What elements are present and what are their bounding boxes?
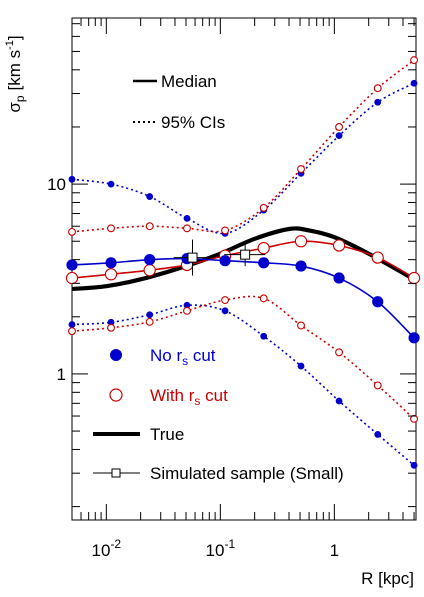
series-red-upper-point <box>68 227 76 236</box>
series-red-median-point <box>257 241 270 255</box>
series-red-lower-point <box>373 381 382 390</box>
series-blue-upper-point <box>107 180 115 188</box>
series-blue-median-point <box>258 257 270 269</box>
series-red-median-point <box>332 239 346 252</box>
series-blue-lower-point <box>374 431 382 438</box>
series-blue-upper-point <box>335 132 343 140</box>
x-tick-label: 1 <box>330 541 339 560</box>
series-red-lower-point <box>297 321 305 330</box>
legend-no-cut-prefix: No r <box>150 346 182 365</box>
series-red-upper-point <box>183 224 191 233</box>
simulated-sample-point <box>224 244 266 267</box>
series-red-median-point <box>104 268 118 281</box>
legend-with-cut-suffix: cut <box>200 386 228 405</box>
plot-frame <box>71 17 417 521</box>
series-blue-median-point <box>144 254 156 266</box>
series-red-lower-point <box>183 306 191 315</box>
y-axis-label-unit: [km s <box>5 50 24 91</box>
legend-sim-label: Simulated sample (Small) <box>150 464 344 483</box>
markers-layer <box>65 56 421 469</box>
series-blue-median-point <box>66 259 78 271</box>
series-blue-upper-point <box>68 175 76 183</box>
y-axis-label-close: ] <box>5 35 24 40</box>
legend-median-label: Median <box>161 72 217 91</box>
series-red-upper-point <box>259 203 268 212</box>
series-blue-lower-point <box>107 318 115 326</box>
series-red-median-point <box>294 235 308 248</box>
y-tick-label: 10 <box>47 175 66 194</box>
series-blue-upper-point <box>146 193 154 200</box>
series-true-line <box>71 226 416 292</box>
series-blue-lower-point <box>335 397 343 405</box>
y-axis-label-subscript: p <box>13 95 27 102</box>
series-blue-median-point <box>408 332 420 344</box>
series-blue-lower-point <box>297 362 305 370</box>
series-red-median-point <box>143 264 156 277</box>
series-red-lower-point <box>68 327 76 336</box>
legend-with-cut-label: With rs cut <box>150 386 228 408</box>
legend-no-cut-label: No rs cut <box>150 346 216 368</box>
series-layer <box>71 59 416 466</box>
series-red-lower-line <box>71 295 415 420</box>
plot-area <box>71 17 417 521</box>
series-red-lower-point <box>410 414 419 423</box>
legend-with-cut-prefix: With r <box>150 386 195 405</box>
series-red-upper-point <box>145 222 154 231</box>
series-red-median-point <box>65 271 79 285</box>
series-blue-median-point <box>105 257 117 269</box>
legend-no-cut-sub: s <box>182 354 188 368</box>
series-red-upper-point <box>410 56 419 65</box>
series-red-upper-point <box>335 123 344 131</box>
series-red-lower-point <box>259 294 268 303</box>
legend-no-cut-suffix: cut <box>188 346 216 365</box>
series-blue-lower-point <box>410 461 418 469</box>
legend-with-cut-marker <box>109 388 123 402</box>
series-red-lower-point <box>221 296 230 305</box>
series-red-lower-point <box>107 323 115 332</box>
x-tick-label: 10-2 <box>92 537 122 560</box>
series-blue-lower-point <box>68 321 76 328</box>
axes-layer: 10-2 10-1 1 1 10 <box>47 18 416 560</box>
y-axis-label-unit-sup: -1 <box>4 40 16 50</box>
series-red-upper-line <box>71 59 415 233</box>
series-blue-lower-line <box>71 304 415 466</box>
legend-sim-marker <box>111 468 121 478</box>
y-tick-label: 1 <box>57 365 66 384</box>
series-blue-median-point <box>295 260 307 272</box>
series-blue-upper-line <box>71 82 415 235</box>
series-blue-median-point <box>333 272 345 284</box>
legend-with-cut-sub: s <box>194 394 200 408</box>
series-red-lower-point <box>145 317 154 326</box>
series-red-lower-point <box>335 348 344 357</box>
series-blue-lower-point <box>260 332 268 340</box>
series-red-upper-point <box>221 226 230 235</box>
x-axis-label: R [kpc] <box>361 569 414 588</box>
legend-bottom: No rs cut With rs cut True Simulated sam… <box>93 346 344 483</box>
series-blue-median-point <box>372 296 384 308</box>
series-blue-lower-point <box>221 307 229 315</box>
series-blue-lower-point <box>183 301 191 309</box>
series-red-median-point <box>371 251 384 264</box>
series-blue-lower-point <box>146 311 154 319</box>
y-axis-label-symbol: σ <box>5 102 24 113</box>
series-red-upper-point <box>373 84 382 93</box>
series-blue-median-point <box>219 255 231 267</box>
series-red-median-point <box>407 271 421 285</box>
legend-no-cut-marker <box>110 349 122 361</box>
legend-ci-label: 95% CIs <box>161 113 225 132</box>
sim-marker <box>240 249 251 260</box>
series-blue-upper-point <box>374 98 382 106</box>
x-tick-label: 10-1 <box>206 537 236 560</box>
series-red-upper-point <box>107 224 115 233</box>
sim-marker <box>187 252 198 263</box>
series-blue-upper-point <box>410 79 418 87</box>
legend-true-label: True <box>150 425 184 444</box>
simulated-sample-point <box>173 239 212 276</box>
series-blue-upper-point <box>183 214 191 222</box>
series-blue-median-line <box>71 257 415 339</box>
y-axis-label: σp [km s-1] <box>4 35 27 112</box>
series-red-upper-point <box>297 165 305 174</box>
legend-top: Median 95% CIs <box>133 72 225 132</box>
